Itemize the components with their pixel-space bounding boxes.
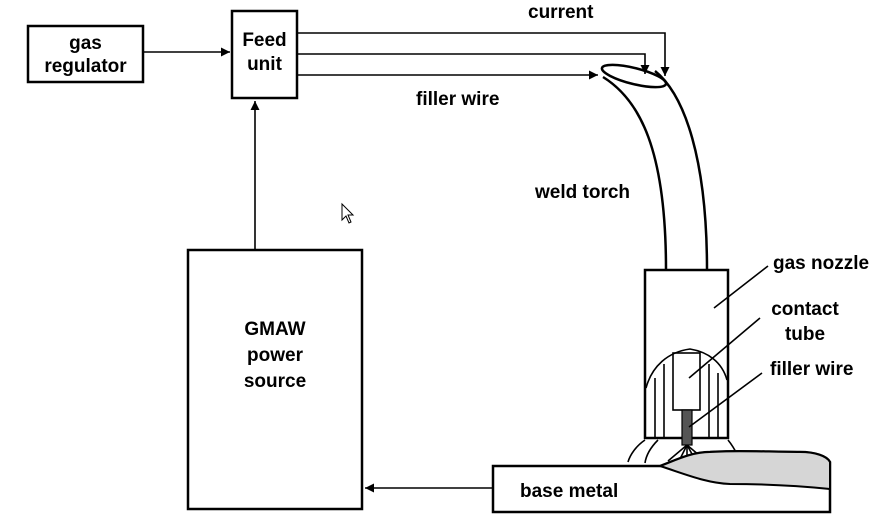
contact-tube-label-line2: tube — [785, 324, 825, 345]
gas-regulator-box: gas regulator — [26, 24, 145, 84]
filler-wire-tip-label: filler wire — [770, 359, 853, 380]
base-metal: base metal — [491, 449, 832, 514]
contact-tube — [672, 352, 701, 411]
gas-nozzle — [627, 268, 739, 464]
feed-unit-label-line1: Feed — [242, 30, 286, 51]
feed-unit-label-line2: unit — [247, 54, 282, 75]
gas-nozzle-label: gas nozzle — [773, 253, 869, 274]
gas-nozzle-leader — [713, 265, 769, 309]
gas-regulator-label-line2: regulator — [44, 56, 127, 77]
power-source-label-line1: GMAW — [244, 319, 305, 340]
filler-wire-tip — [681, 409, 693, 446]
power-source-label-line3: source — [244, 371, 306, 392]
weld-bead — [656, 450, 831, 491]
current-line — [297, 32, 670, 76]
power-source-box: GMAW power source — [186, 248, 364, 511]
gas-line — [297, 53, 650, 74]
current-label: current — [528, 2, 594, 23]
gas-regulator-label-line1: gas — [69, 33, 102, 54]
base-metal-label: base metal — [520, 481, 618, 502]
contact-tube-label-line1: contact — [771, 299, 839, 320]
weld-torch-label: weld torch — [534, 182, 630, 203]
contact-tube-leader — [688, 317, 761, 379]
arrow-cursor-icon — [341, 202, 355, 224]
filler-wire-leader — [688, 372, 763, 428]
feed-unit-box: Feed unit — [230, 9, 299, 100]
weld-torch — [600, 63, 709, 271]
filler-wire-top-label: filler wire — [416, 89, 499, 110]
power-source-label-line2: power — [247, 345, 304, 366]
